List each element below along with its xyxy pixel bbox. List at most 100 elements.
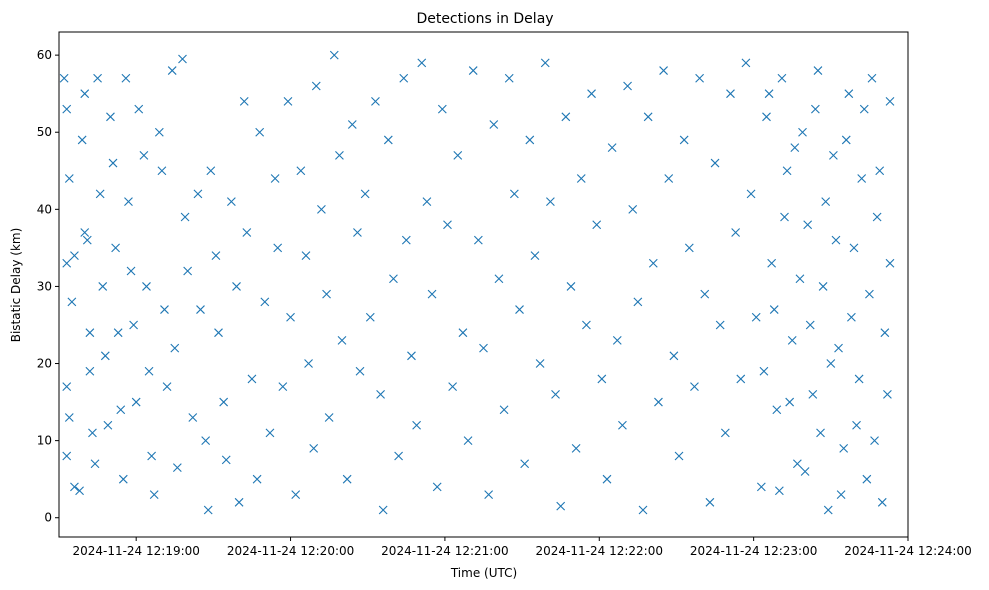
data-point [113, 328, 123, 338]
data-point [427, 289, 437, 299]
data-point [75, 486, 84, 496]
data-point [453, 150, 463, 160]
data-point [736, 374, 746, 384]
data-point [885, 258, 895, 268]
data-point [551, 389, 560, 399]
data-point [597, 374, 607, 384]
data-point [769, 305, 779, 314]
data-point [59, 73, 69, 83]
data-point [841, 135, 851, 145]
y-tick-label: 20 [37, 357, 52, 371]
data-point [795, 274, 805, 284]
data-point [515, 305, 524, 314]
data-point [654, 397, 663, 407]
data-point [852, 420, 861, 430]
data-point [232, 282, 241, 291]
data-point [85, 366, 95, 376]
data-point [751, 312, 761, 322]
data-point [854, 374, 864, 384]
data-point [777, 73, 787, 83]
data-point [582, 320, 591, 330]
data-point [690, 382, 699, 392]
data-point [82, 235, 92, 245]
data-point [504, 73, 514, 83]
x-tick-label: 2024-11-24 12:24:00 [844, 544, 971, 558]
data-point [787, 336, 797, 345]
data-point [520, 459, 530, 469]
data-point [62, 258, 72, 268]
data-point [242, 228, 252, 237]
data-point [623, 81, 632, 91]
data-point [106, 112, 115, 122]
data-point [118, 474, 128, 484]
data-point [587, 89, 596, 99]
data-point [813, 66, 823, 75]
data-point [111, 243, 120, 253]
data-point [221, 455, 231, 465]
data-point [458, 328, 468, 338]
data-point [509, 189, 519, 199]
data-point [571, 443, 581, 453]
data-point [64, 174, 74, 183]
data-point [389, 274, 398, 284]
data-point [193, 189, 203, 199]
data-point [144, 366, 154, 376]
data-point [116, 405, 126, 415]
data-point [831, 235, 841, 245]
data-point [674, 451, 684, 461]
data-point [347, 120, 357, 129]
data-point [720, 428, 730, 438]
data-point [844, 89, 854, 99]
data-point [546, 197, 555, 207]
data-point [762, 112, 771, 122]
data-point [885, 97, 895, 106]
data-point [530, 251, 540, 260]
data-point [100, 351, 110, 361]
data-point [782, 166, 792, 176]
data-point [679, 135, 689, 145]
data-point [535, 359, 545, 368]
data-point [473, 235, 483, 245]
x-tick-label: 2024-11-24 12:19:00 [72, 544, 199, 558]
data-point [157, 166, 167, 176]
data-point [211, 251, 221, 260]
data-points [59, 50, 895, 515]
data-point [126, 266, 136, 276]
data-point [64, 413, 74, 422]
data-point [731, 228, 741, 237]
data-point [710, 158, 720, 168]
data-point [808, 389, 818, 399]
data-point [255, 127, 265, 137]
chart-title: Detections in Delay [416, 11, 553, 27]
data-point [77, 135, 87, 145]
data-point [95, 189, 105, 199]
data-point [422, 197, 432, 207]
data-point [309, 443, 319, 453]
data-point [695, 73, 704, 83]
y-tick-label: 50 [37, 125, 52, 139]
data-point [726, 89, 735, 99]
data-point [270, 174, 280, 183]
y-axis-label: Bistatic Delay (km) [9, 228, 23, 343]
data-point [432, 482, 442, 492]
data-point [291, 490, 301, 499]
data-point [556, 501, 566, 511]
data-point [201, 436, 211, 446]
data-point [484, 490, 494, 499]
data-point [479, 343, 488, 353]
data-point [883, 389, 892, 399]
data-point [301, 251, 311, 260]
data-point [407, 351, 416, 361]
data-point [214, 328, 223, 338]
data-point [785, 397, 795, 407]
data-point [121, 73, 131, 83]
data-point [643, 112, 653, 122]
data-point [337, 336, 347, 345]
data-point [67, 297, 77, 307]
data-point [98, 282, 108, 291]
data-point [401, 235, 411, 245]
data-point [818, 282, 828, 291]
data-point [834, 343, 843, 353]
